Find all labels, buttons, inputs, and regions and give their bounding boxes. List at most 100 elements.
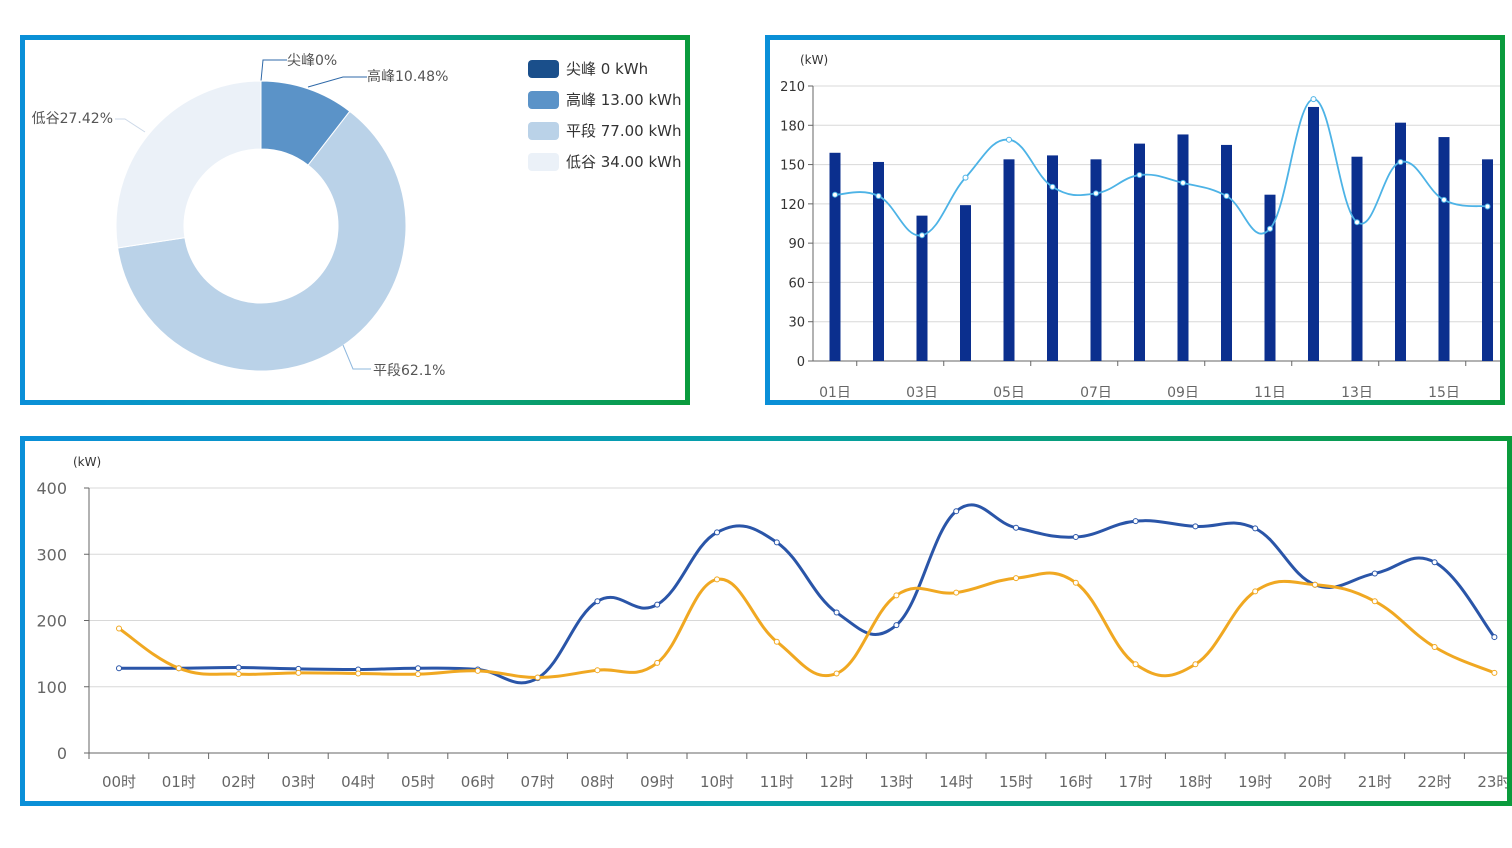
legend-swatch (528, 91, 559, 109)
series-point-blue (953, 508, 960, 515)
bar (960, 205, 971, 361)
series-point-blue (1132, 518, 1139, 525)
bar (1482, 159, 1493, 361)
x-tick-label: 03时 (281, 773, 315, 791)
series-point-orange (1431, 644, 1438, 650)
series-point-blue (1192, 523, 1199, 530)
x-tick-label: 20时 (1298, 773, 1332, 791)
trend-point (832, 191, 838, 198)
series-point-orange (355, 670, 362, 677)
trend-point (1441, 196, 1447, 203)
y-tick-label: 60 (788, 276, 805, 291)
series-point-orange (1312, 581, 1318, 588)
x-tick-label: 11日 (1254, 385, 1286, 400)
pie-label: 尖峰0% (287, 53, 337, 69)
x-tick-label: 16时 (1059, 773, 1093, 791)
y-tick-label: 90 (788, 237, 805, 252)
y-tick-label: 100 (36, 678, 67, 697)
series-point-blue (714, 529, 720, 536)
x-tick-label: 01时 (162, 773, 196, 791)
series-point-orange (474, 667, 481, 674)
x-tick-label: 14时 (939, 773, 973, 791)
donut-chart: 尖峰0% 高峰10.48% 平段62.1% 低谷27.42% 尖峰 0 kWh 高峰 13… (32, 53, 682, 379)
trend-point (1180, 179, 1186, 186)
x-tick-label: 22时 (1418, 773, 1452, 791)
pie-label: 平段62.1% (373, 363, 445, 379)
pie-chart-panel: 尖峰0% 高峰10.48% 平段62.1% 低谷27.42% 尖峰 0 kWh 高峰 13… (20, 35, 690, 405)
series-point-blue (235, 664, 242, 671)
x-tick-label: 07日 (1080, 385, 1112, 400)
x-tick-label: 06时 (461, 773, 495, 791)
y-tick-label: 0 (797, 355, 805, 370)
trend-point (1354, 219, 1360, 226)
series-point-orange (1491, 669, 1498, 676)
series-point-orange (1192, 661, 1199, 668)
hourly-line-chart: (kW) 0 100 200 300 400 00时 01时 02时 03时 04时 05时 06时 07… (36, 455, 1507, 791)
series-point-blue (116, 665, 122, 672)
y-tick-label: 400 (36, 479, 67, 498)
legend-swatch (528, 60, 559, 78)
x-tick-label: 12时 (820, 773, 854, 791)
trend-point (1093, 190, 1099, 197)
series-point-blue (773, 539, 780, 546)
x-tick-label: 19时 (1238, 773, 1272, 791)
x-tick-label: 07时 (521, 773, 555, 791)
series-point-orange (953, 589, 960, 596)
series-point-blue (415, 665, 421, 672)
x-tick-label: 11时 (760, 773, 794, 791)
x-tick-label: 17时 (1119, 773, 1153, 791)
bar (1177, 134, 1189, 361)
series-point-orange (175, 665, 182, 672)
x-tick-label: 13时 (879, 773, 913, 791)
y-tick-label: 300 (36, 545, 67, 564)
series-line-orange (118, 571, 1495, 679)
bar (916, 215, 928, 361)
trend-point (875, 193, 882, 199)
y-tick-label: 200 (36, 612, 67, 631)
x-tick-label: 03日 (906, 385, 938, 400)
y-axis-unit: (kW) (800, 53, 828, 67)
trend-point (1049, 183, 1056, 190)
y-tick-label: 30 (788, 316, 805, 331)
series-point-orange (594, 667, 601, 674)
x-tick-label: 15日 (1428, 385, 1460, 400)
series-point-orange (1252, 588, 1259, 595)
x-tick-label: 21时 (1358, 773, 1392, 791)
series-point-blue (1072, 534, 1079, 541)
x-tick-label: 05时 (401, 773, 435, 791)
series-point-blue (833, 609, 840, 616)
trend-point (962, 174, 969, 181)
bar (1438, 137, 1450, 361)
pie-label: 高峰10.48% (367, 68, 448, 85)
trend-point (1397, 158, 1404, 165)
series-point-blue (1491, 634, 1498, 641)
trend-point (919, 232, 925, 239)
daily-bar-chart-panel: (kW) 0 30 60 90 120 150 180 210 01日 03日 05日 07日 09日 11… (765, 35, 1505, 405)
legend-label: 尖峰 0 kWh (566, 60, 648, 78)
bar (1047, 155, 1058, 361)
x-tick-label: 23时 (1477, 773, 1507, 791)
y-tick-label: 180 (780, 119, 805, 134)
bar (829, 152, 841, 361)
legend-swatch (528, 122, 559, 140)
x-tick-label: 09日 (1167, 385, 1199, 400)
x-tick-label: 01日 (819, 385, 851, 400)
legend-swatch (528, 153, 559, 171)
trend-point (1310, 96, 1317, 103)
series-point-blue (594, 598, 601, 605)
trend-point (1136, 172, 1143, 179)
series-point-blue (654, 601, 661, 608)
series-point-orange (1371, 598, 1378, 605)
series-point-blue (1252, 525, 1259, 532)
bar (1264, 194, 1276, 361)
pie-slice-3 (117, 110, 407, 372)
series-point-orange (654, 659, 661, 666)
y-axis-unit: (kW) (73, 455, 101, 469)
pie-slice-4 (115, 80, 262, 249)
trend-point (1006, 136, 1012, 143)
series-point-orange (833, 670, 840, 677)
legend-label: 平段 77.00 kWh (566, 122, 682, 140)
series-point-orange (714, 576, 720, 583)
pie-label-line (115, 118, 146, 133)
pie-label-line (260, 59, 287, 82)
